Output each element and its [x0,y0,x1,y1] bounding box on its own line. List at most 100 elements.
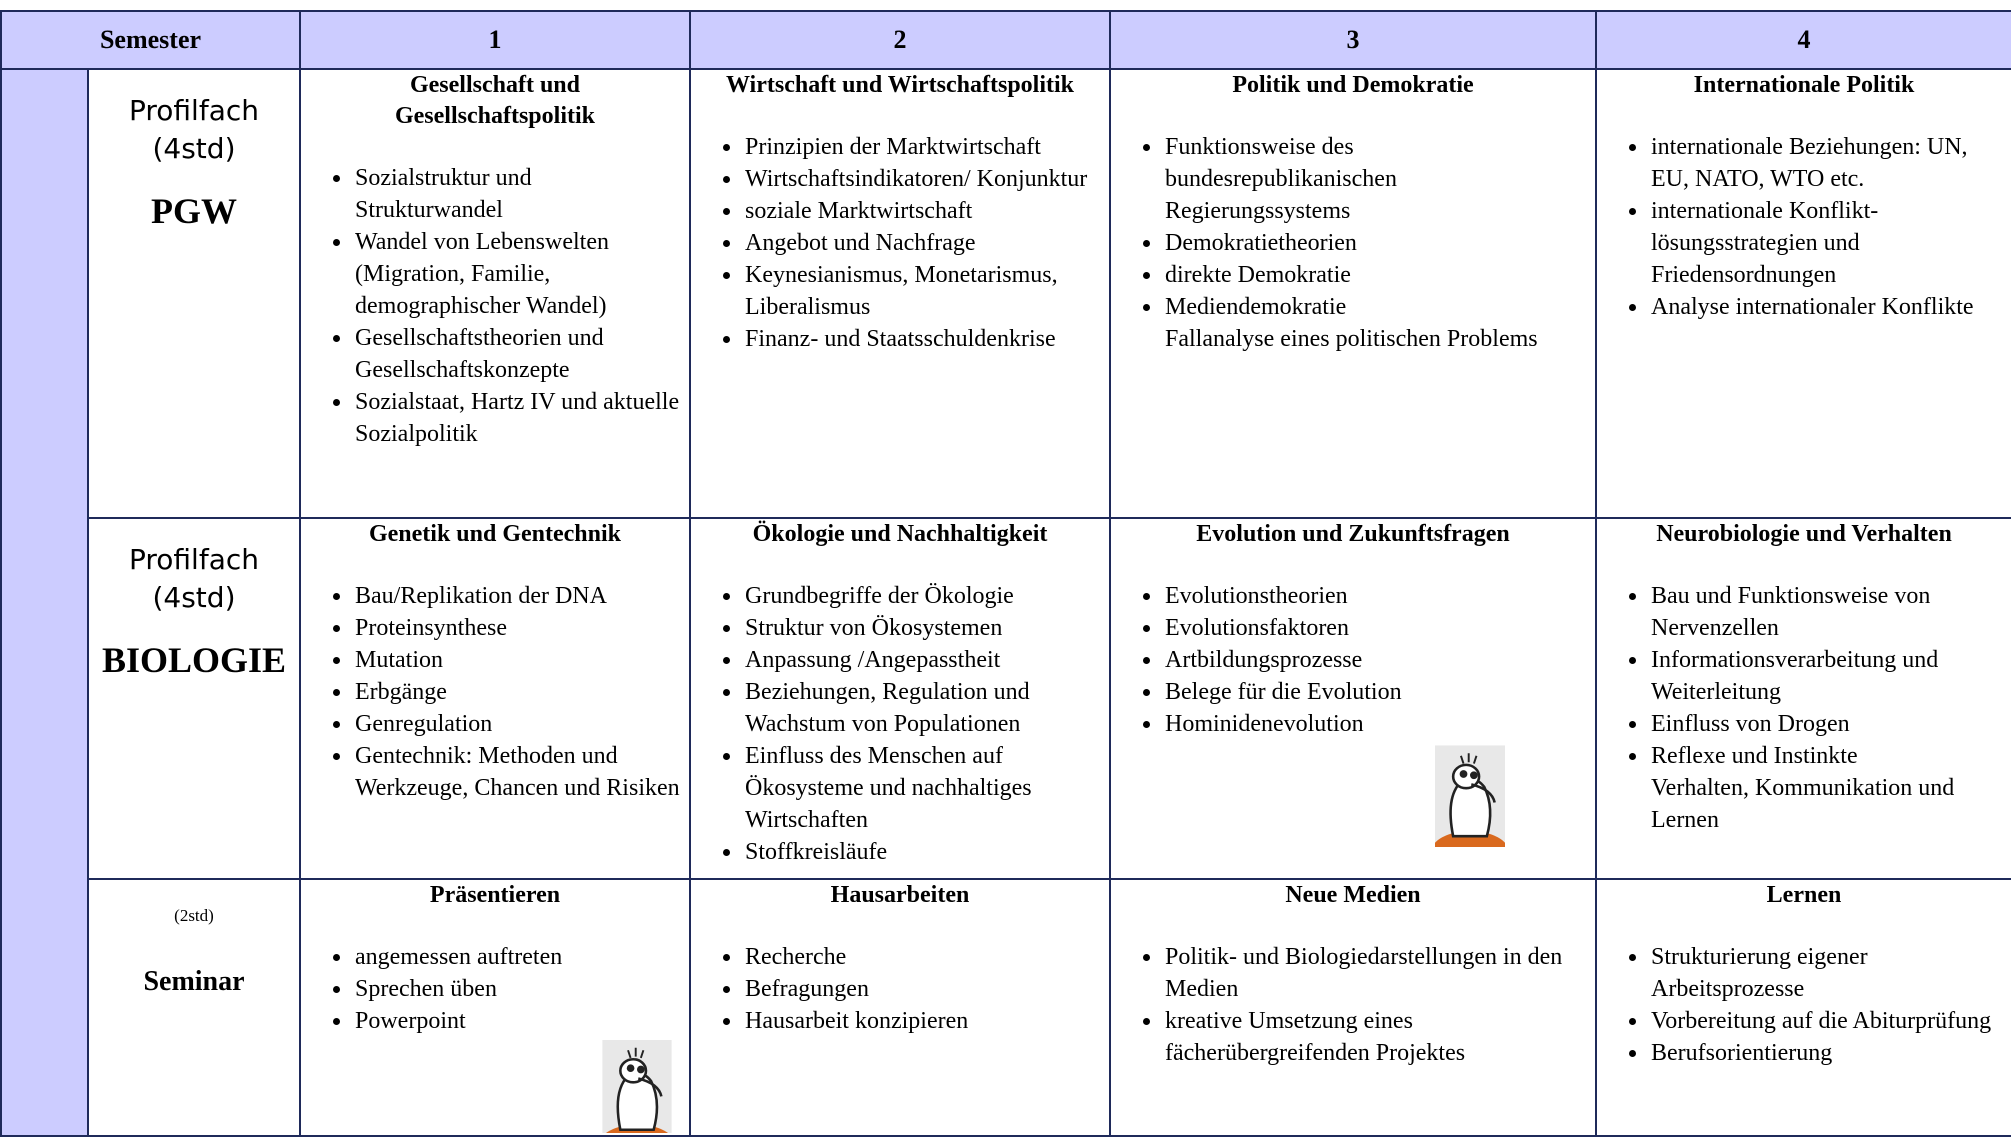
bullet-list: Politik- und Biologiedarstellungen in de… [1111,941,1595,1069]
bullet-item: Hausarbeit konzipieren [743,1005,1101,1037]
content-cell: Lernen Strukturierung eigener Arbeitsproz… [1595,878,2011,1137]
bullet-item: angemessen auftreten [353,941,681,973]
bullet-item: Artbildungsprozesse [1163,644,1587,676]
bullet-list: EvolutionstheorienEvolutionsfaktorenArtb… [1111,580,1595,740]
cell-title: Evolution und Zukunftsfragen [1196,521,1510,547]
table-body: Profilfach (4std) PGW Gesellschaft und Gese… [0,68,2011,1137]
label-text: (4std) [152,581,236,614]
bullet-item: Demokratietheorien [1163,227,1587,259]
bullet-item: Reflexe und Instinkte [1649,740,2003,772]
bullet-item: Gentechnik: Methoden und Werkzeuge, Chan… [353,740,681,804]
bullet-list: Grundbegriffe der ÖkologieStruktur von Ö… [691,580,1109,868]
row-label: Profilfach (4std) PGW [87,68,301,519]
bullet-item: Einfluss des Menschen auf Ökosysteme und… [743,740,1101,836]
bullet-item: Wirtschaftsindikatoren/ Konjunktur [743,163,1101,195]
bullet-item: Bau/Replikation der DNA [353,580,681,612]
bullet-item: Recherche [743,941,1101,973]
bullet-item: Finanz- und Staatsschuldenkrise [743,323,1101,355]
bullet-item: Sozialstaat, Hartz IV und aktuelle Sozia… [353,386,681,450]
bullet-item: Analyse internationaler Konflikte [1649,291,2003,323]
table-row: Profilfach (4std) PGW Gesellschaft und Gese… [0,68,2011,1137]
bullet-item: Vorbereitung auf die Abiturprüfung [1649,1005,2003,1037]
content-cell: Ökologie und Nachhaltigkeit Grundbegriffe… [689,517,1111,880]
header-cell: Semester [0,10,301,70]
bullet-list: Sozialstruktur und StrukturwandelWandel … [301,162,689,450]
content-cell: Neurobiologie und Verhalten Bau und Funkt… [1595,517,2011,880]
bullet-item: Stoffkreisläufe [743,836,1101,868]
cell-box: Neue Medien Politik- und Biologiedarstell… [1111,880,1595,1133]
row-label: (2std) Seminar [87,878,301,1137]
content-cell: Hausarbeiten RechercheBefragungenHausarbe… [689,878,1111,1137]
bullet-item: Belege für die Evolution [1163,676,1587,708]
row-label: Profilfach (4std) BIOLOGIE [87,517,301,880]
cell-box: Ökologie und Nachhaltigkeit Grundbegriffe… [691,519,1109,876]
content-cell: Neue Medien Politik- und Biologiedarstell… [1109,878,1597,1137]
bullet-item: Strukturierung eigener Arbeitsprozesse [1649,941,2003,1005]
bullet-item: Funktionsweise des bundesrepublikanische… [1163,131,1587,227]
bullet-item: Sprechen üben [353,973,681,1005]
bullet-item: Prinzipien der Marktwirtschaft [743,131,1101,163]
bullet-item: Befragungen [743,973,1101,1005]
side-strip [0,68,89,1137]
bullet-item: soziale Marktwirtschaft [743,195,1101,227]
cell-title: Genetik und Gentechnik [368,521,622,547]
bullet-item: Informationsverarbeitung und Weiterleitu… [1649,644,2003,708]
bullet-item: Evolutionsfaktoren [1163,612,1587,644]
bullet-item: Hominidenevolution [1163,708,1587,740]
cell-box: Evolution und Zukunftsfragen Evolutionsth… [1111,519,1595,876]
header-row: Semester 1 2 3 4 [0,10,2011,70]
bullet-item: Wandel von Lebenswelten (Migration, Fami… [353,226,681,322]
bullet-item: Politik- und Biologiedarstellungen in de… [1163,941,1587,1005]
bullet-item: Sozialstruktur und Strukturwandel [353,162,681,226]
cell-title: Neue Medien [1285,882,1421,908]
cell-title: Hausarbeiten [830,882,970,908]
header-cell: 3 [1109,10,1597,70]
bullet-item: Mediendemokratie [1163,291,1587,323]
bullet-item: direkte Demokratie [1163,259,1587,291]
bullet-list: RechercheBefragungenHausarbeit konzipier… [691,941,1109,1037]
cell-box: Internationale Politik internationale Bez… [1597,70,2011,515]
label-text: Profilfach [129,94,259,127]
header-cell: 2 [689,10,1111,70]
bullet-item: internationale Konflikt-lösungsstrategie… [1649,195,2003,291]
content-cell: Politik und Demokratie Funktionsweise des… [1109,68,1597,519]
label-text: Seminar [143,966,245,997]
cell-title: Lernen [1766,882,1842,908]
cell-box: Genetik und Gentechnik Bau/Replikation de… [301,519,689,876]
bullet-item: Angebot und Nachfrage [743,227,1101,259]
bullet-list: angemessen auftretenSprechen übenPowerpo… [301,941,689,1037]
note-text: Fallanalyse eines politischen Problems [1165,326,1538,352]
label-text: (2std) [174,906,214,925]
bullet-item: kreative Umsetzung eines fächerübergreif… [1163,1005,1587,1069]
penguin-icon [602,1040,672,1133]
label-box: Profilfach (4std) PGW [89,70,299,515]
cell-title: Ökologie und Nachhaltigkeit [752,521,1048,547]
bullet-item: Proteinsynthese [353,612,681,644]
label-text: PGW [151,191,237,231]
header-cell: 1 [299,10,691,70]
bullet-list: Bau und Funktionsweise von NervenzellenI… [1597,580,2011,772]
note-text: Verhalten, Kommunikation und Lernen [1651,775,1955,833]
bullet-item: Evolutionstheorien [1163,580,1587,612]
cell-title: Politik und Demokratie [1232,72,1474,98]
bullet-item: Berufsorientierung [1649,1037,2003,1069]
label-text: (4std) [152,132,236,165]
cell-box: Gesellschaft und Gesellschaftspolitik Soz… [301,70,689,515]
cell-box: Neurobiologie und Verhalten Bau und Funkt… [1597,519,2011,876]
cell-title: Neurobiologie und Verhalten [1656,521,1952,547]
bullet-list: Bau/Replikation der DNAProteinsyntheseMu… [301,580,689,804]
bullet-item: Struktur von Ökosystemen [743,612,1101,644]
content-cell: Präsentieren angemessen auftretenSprechen… [299,878,691,1137]
table-row: (2std) Seminar Präsentieren angemessen auft… [1,878,2011,1137]
label-text: Profilfach [129,543,259,576]
bullet-item: Keynesianismus, Monetarismus, Liberalism… [743,259,1101,323]
bullet-item: Beziehungen, Regulation und Wachstum von… [743,676,1101,740]
label-text: BIOLOGIE [101,640,287,680]
bullet-item: Bau und Funktionsweise von Nervenzellen [1649,580,2003,644]
cell-box: Politik und Demokratie Funktionsweise des… [1111,70,1595,515]
table-row: Profilfach (4std) BIOLOGIE Genetik und Gent… [1,517,2011,880]
bullet-item: Einfluss von Drogen [1649,708,2003,740]
bullet-item: internationale Beziehungen: UN, EU, NATO… [1649,131,2003,195]
penguin-icon [1435,745,1505,847]
header-cell: 4 [1595,10,2011,70]
